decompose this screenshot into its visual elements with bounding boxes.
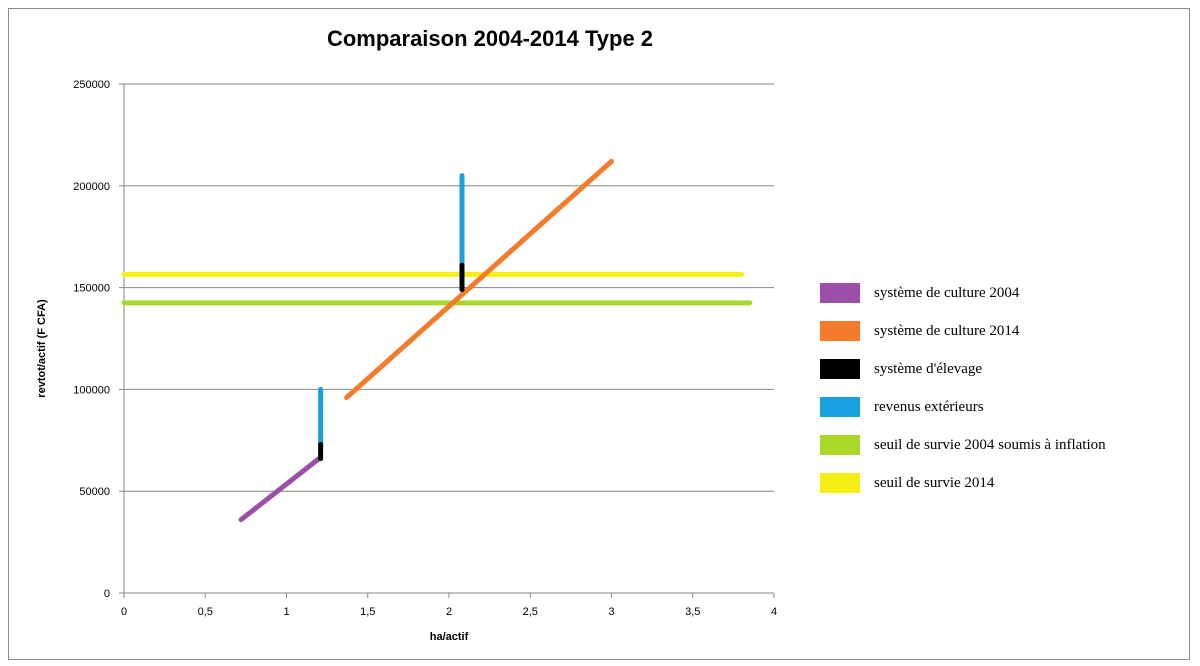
legend-swatch bbox=[820, 397, 860, 417]
x-tick-label: 1 bbox=[283, 606, 289, 618]
series-systeme-de-culture-2004 bbox=[238, 456, 322, 523]
legend-swatch bbox=[820, 283, 860, 303]
legend-label: seuil de survie 2004 soumis à inflation bbox=[874, 436, 1106, 453]
x-tick-label: 3 bbox=[608, 606, 614, 618]
x-tick-label: 4 bbox=[771, 606, 777, 618]
legend-label: système de culture 2004 bbox=[874, 284, 1020, 301]
legend-swatch bbox=[820, 321, 860, 341]
legend-swatch bbox=[820, 359, 860, 379]
x-tick-label: 2,5 bbox=[523, 606, 538, 618]
x-tick-label: 1,5 bbox=[360, 606, 375, 618]
legend-label: système d'élevage bbox=[874, 360, 983, 377]
legend-label: système de culture 2014 bbox=[874, 322, 1020, 339]
legend-swatch bbox=[820, 435, 860, 455]
x-axis-title: ha/actif bbox=[430, 631, 469, 643]
x-tick-label: 0 bbox=[121, 606, 127, 618]
y-tick-label: 100000 bbox=[73, 384, 110, 396]
y-tick-label: 0 bbox=[104, 588, 110, 600]
x-tick-label: 0,5 bbox=[198, 606, 213, 618]
legend-item: système de culture 2014 bbox=[820, 320, 1019, 342]
legend-item: seuil de survie 2004 soumis à inflation bbox=[820, 434, 1106, 456]
y-tick-label: 250000 bbox=[73, 79, 110, 91]
legend-swatch bbox=[820, 473, 860, 493]
y-tick-label: 200000 bbox=[73, 181, 110, 193]
chart-frame bbox=[8, 8, 1190, 660]
y-tick-label: 150000 bbox=[73, 283, 110, 295]
legend-item: revenus extérieurs bbox=[820, 396, 984, 418]
y-tick-label: 50000 bbox=[79, 486, 110, 498]
chart-title: Comparaison 2004-2014 Type 2 bbox=[326, 26, 654, 51]
x-tick-label: 2 bbox=[446, 606, 452, 618]
series-systeme-de-culture-2014 bbox=[344, 158, 614, 401]
legend-item: seuil de survie 2014 bbox=[820, 472, 994, 494]
y-axis-title: revtot/actif (F CFA) bbox=[36, 299, 48, 398]
x-tick-label: 3,5 bbox=[685, 606, 700, 618]
legend-label: revenus extérieurs bbox=[874, 398, 984, 415]
legend-item: système de culture 2004 bbox=[820, 282, 1019, 304]
legend-item: système d'élevage bbox=[820, 358, 982, 380]
legend-label: seuil de survie 2014 bbox=[874, 474, 995, 491]
